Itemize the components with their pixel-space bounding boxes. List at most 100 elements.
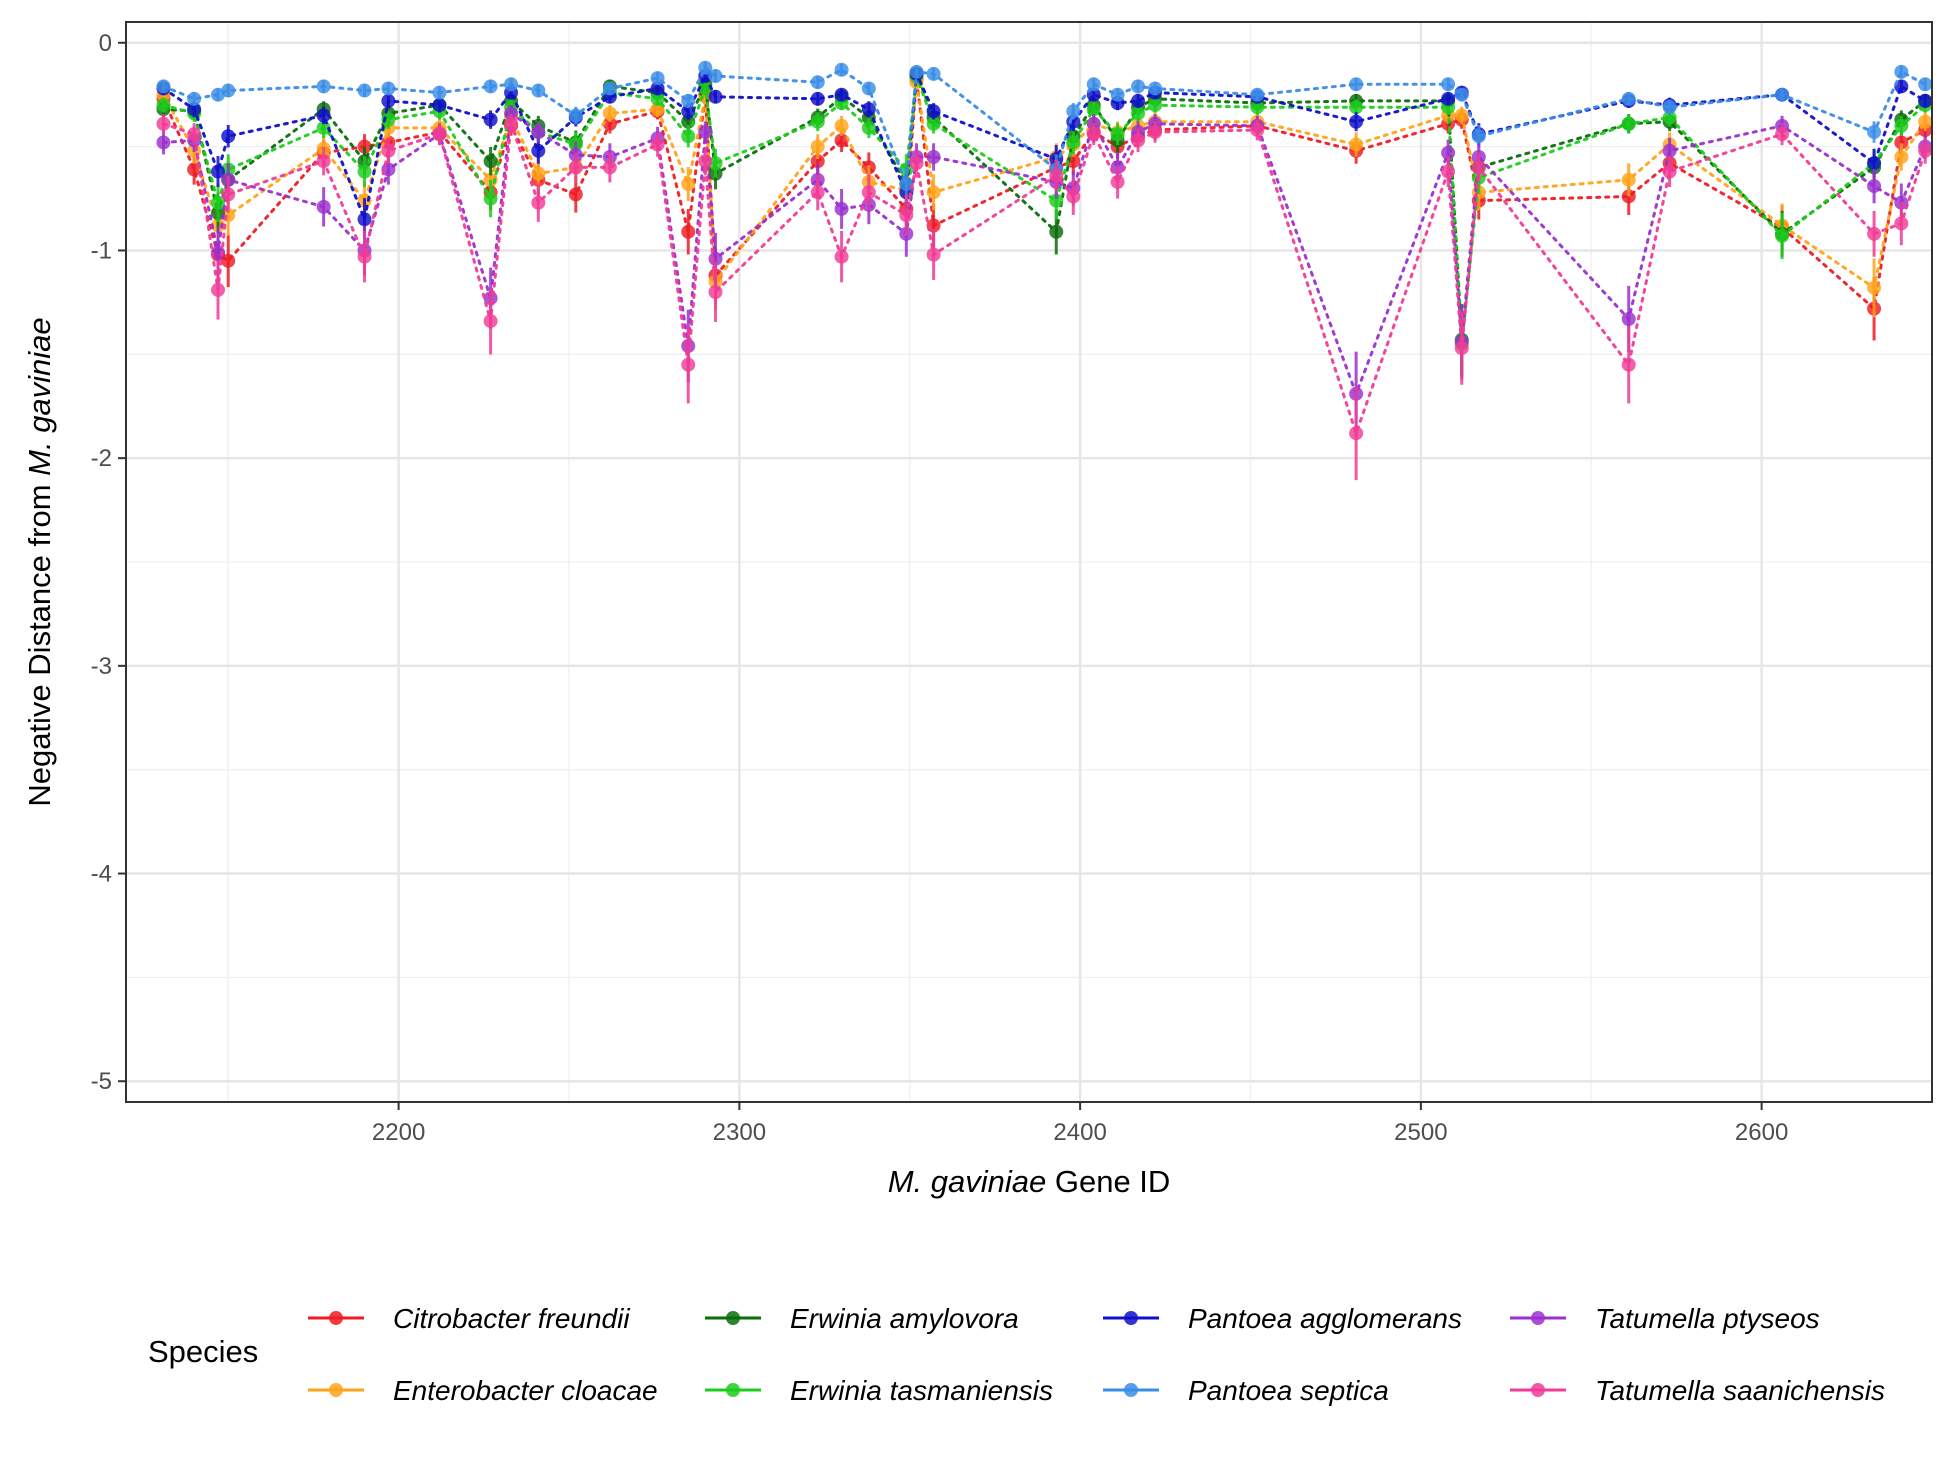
data-point [708, 285, 723, 299]
data-point [1454, 108, 1469, 123]
legend-label: Erwinia amylovora [790, 1303, 1019, 1334]
y-axis-title-italic: M. gaviniae [22, 317, 57, 476]
data-point [1621, 357, 1636, 372]
plot-border [125, 21, 1933, 1103]
data-point [861, 81, 876, 96]
legend-label: Pantoea septica [1188, 1375, 1389, 1406]
data-point [1454, 341, 1469, 356]
data-point [1441, 77, 1456, 92]
legend-item: Tatumella saanichensis [1510, 1375, 1885, 1406]
data-point [381, 143, 396, 158]
data-point [650, 91, 665, 106]
data-point [681, 177, 696, 191]
data-point [1662, 164, 1677, 179]
legend-item: Tatumella ptyseos [1510, 1303, 1820, 1334]
data-point [1148, 125, 1163, 140]
data-point [1621, 116, 1636, 131]
data-point [602, 81, 617, 96]
data-point [1441, 145, 1456, 160]
data-point [834, 87, 849, 102]
data-point [432, 85, 447, 100]
legend-key-point [726, 1383, 740, 1397]
axis-ticks: 2200 2300 2400 2500 2600 0 -1 -2 -3 -4 -5 [91, 30, 1789, 1146]
data-point [483, 154, 498, 169]
legend-key-point [726, 1311, 740, 1325]
data-point [1441, 164, 1456, 179]
data-point [432, 127, 447, 142]
data-point [1662, 110, 1677, 125]
data-point [1454, 87, 1469, 102]
data-point [861, 185, 876, 200]
legend-item: Erwinia amylovora [705, 1303, 1019, 1334]
data-point [1775, 87, 1790, 102]
data-point [187, 91, 202, 106]
data-point [681, 93, 696, 108]
data-point [568, 160, 583, 175]
data-point [357, 212, 372, 227]
data-point [1894, 150, 1909, 164]
legend-label: Tatumella ptyseos [1595, 1303, 1820, 1334]
data-point [708, 251, 723, 266]
data-point [531, 83, 546, 98]
y-axis-title-plain: Negative Distance from [22, 476, 57, 807]
data-point [1775, 127, 1790, 142]
data-point [1110, 127, 1125, 142]
data-point [1775, 228, 1790, 243]
data-point [708, 69, 723, 83]
data-point [926, 185, 941, 200]
data-point [926, 66, 941, 81]
data-point [1086, 102, 1101, 117]
data-point [698, 125, 713, 140]
data-point [834, 249, 849, 264]
data-point [1131, 133, 1146, 148]
data-point [357, 249, 372, 264]
data-point [1441, 91, 1456, 106]
data-point [1131, 106, 1146, 121]
data-point [357, 139, 372, 154]
data-point [681, 224, 696, 239]
data-point [316, 199, 331, 214]
data-point [1049, 193, 1064, 208]
legend-label: Erwinia tasmaniensis [790, 1375, 1053, 1406]
data-point [381, 112, 396, 127]
data-point [1621, 189, 1636, 204]
data-point [909, 64, 924, 79]
data-point [381, 81, 396, 96]
legend-label: Citrobacter freundii [393, 1303, 630, 1334]
series-line [162, 81, 1927, 291]
data-point [381, 93, 396, 108]
y-tick-label: -2 [91, 445, 112, 472]
data-point [1349, 137, 1364, 152]
x-axis-title: M. gaviniae Gene ID [888, 1164, 1171, 1199]
data-point [926, 247, 941, 262]
data-point [681, 104, 696, 119]
y-axis-title: Negative Distance from M. gaviniae [22, 317, 57, 806]
data-point [1894, 118, 1909, 133]
data-point [926, 104, 941, 119]
data-point [316, 108, 331, 123]
data-point [156, 116, 171, 131]
x-tick-label: 2400 [1053, 1119, 1106, 1146]
data-point [483, 191, 498, 206]
data-point [1066, 135, 1081, 150]
data-point [861, 102, 876, 117]
data-point [1049, 224, 1064, 239]
data-point [211, 164, 226, 179]
x-tick-label: 2300 [713, 1119, 766, 1146]
data-point [221, 83, 236, 98]
data-point [1918, 114, 1933, 129]
x-tick-label: 2600 [1735, 1119, 1788, 1146]
data-point [1086, 127, 1101, 142]
grid [126, 22, 1932, 1102]
data-point [1250, 123, 1265, 137]
legend-key-point [1531, 1311, 1545, 1325]
data-point [316, 120, 331, 135]
y-tick-label: -1 [91, 237, 112, 264]
data-point [1662, 143, 1677, 158]
data-point [861, 120, 876, 135]
data-point [316, 154, 331, 169]
data-point [834, 133, 849, 148]
legend-key-point [1124, 1383, 1138, 1397]
data-point [698, 154, 713, 169]
